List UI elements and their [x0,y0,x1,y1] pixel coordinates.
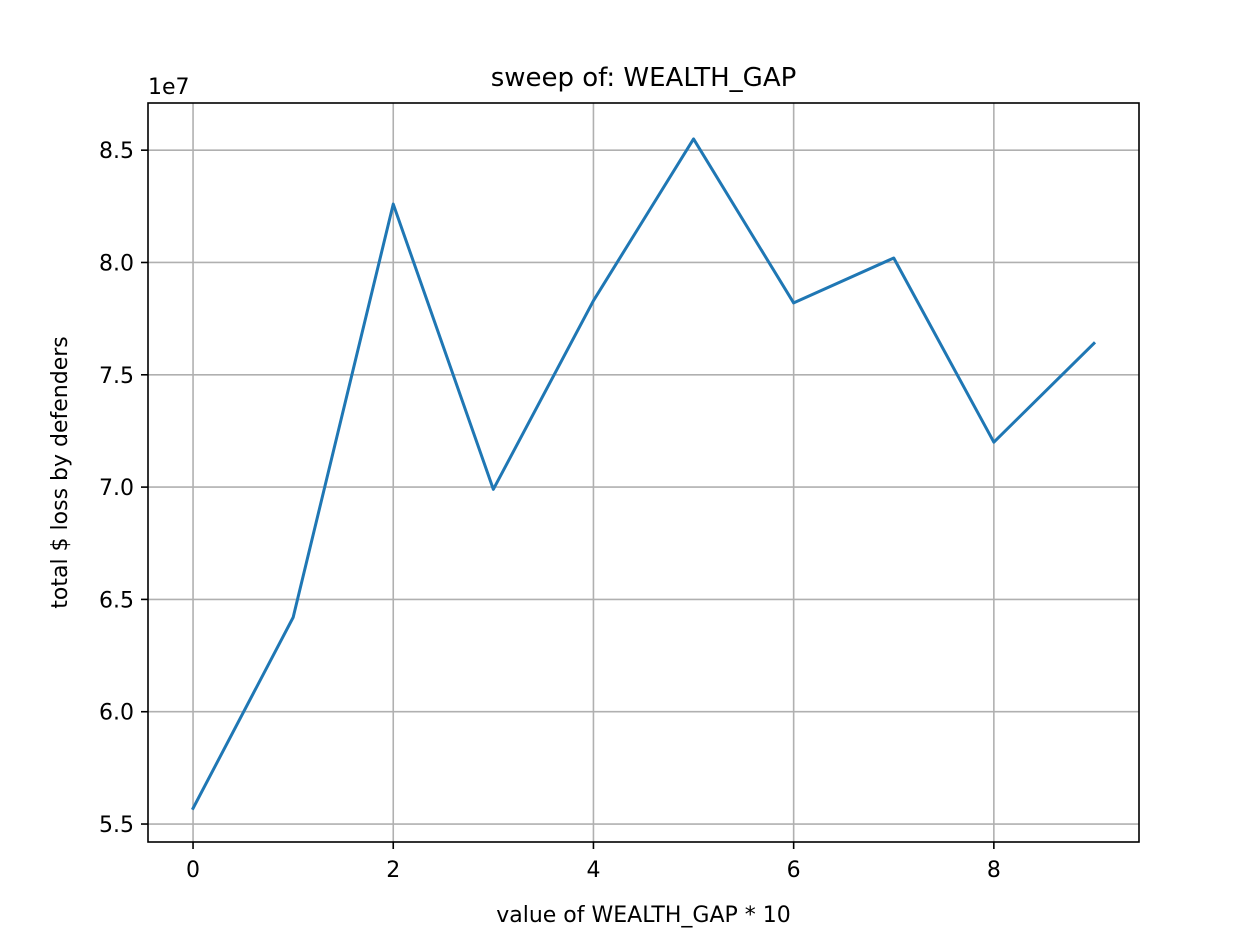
y-tick-label: 7.5 [99,364,134,389]
y-tick-label: 8.0 [99,251,134,276]
y-tick-label: 7.0 [99,476,134,501]
series-line [191,137,1097,811]
chart-title: sweep of: WEALTH_GAP [491,63,797,93]
grid-lines [148,103,1139,842]
y-axis-offset-label: 1e7 [148,75,190,100]
y-tick-label: 5.5 [99,813,134,838]
x-tick-label: 2 [386,858,400,883]
x-axis-label: value of WEALTH_GAP * 10 [496,903,791,928]
axis-ticks: 0 2 4 6 8 5.5 6.0 6.5 7.0 7.5 8.0 8.5 [99,139,1001,883]
x-tick-label: 8 [987,858,1001,883]
x-tick-label: 6 [787,858,801,883]
y-tick-label: 6.5 [99,588,134,613]
series-layer [191,137,1097,811]
y-tick-label: 8.5 [99,139,134,164]
plot-frame [147,102,1140,843]
y-axis-label: total $ loss by defenders [48,336,73,609]
x-tick-label: 4 [586,858,600,883]
x-tick-label: 0 [186,858,200,883]
y-tick-label: 6.0 [99,701,134,726]
